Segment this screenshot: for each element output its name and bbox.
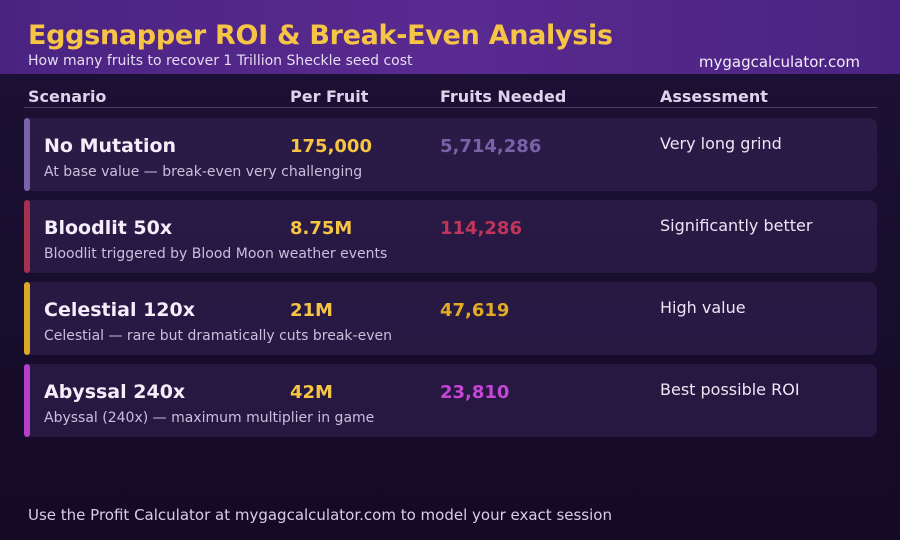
scenario-description: Abyssal (240x) — maximum multiplier in g… — [44, 410, 375, 426]
scenario-name: Bloodlit 50x — [44, 217, 173, 239]
per-fruit-value: 8.75M — [290, 218, 353, 239]
fruits-needed-value: 23,810 — [440, 382, 510, 403]
assessment-text: Significantly better — [660, 216, 813, 235]
assessment-text: Best possible ROI — [660, 380, 800, 399]
row-accent-bar — [24, 200, 30, 273]
scenario-name: Abyssal 240x — [44, 381, 186, 403]
footer-note: Use the Profit Calculator at mygagcalcul… — [28, 506, 612, 524]
row-accent-bar — [24, 364, 30, 437]
per-fruit-value: 21M — [290, 300, 333, 321]
scenario-name: Celestial 120x — [44, 299, 195, 321]
header-banner: Eggsnapper ROI & Break-Even Analysis How… — [0, 0, 900, 74]
assessment-text: Very long grind — [660, 134, 782, 153]
fruits-needed-value: 5,714,286 — [440, 136, 542, 157]
site-link[interactable]: mygagcalculator.com — [698, 53, 860, 71]
fruits-needed-value: 114,286 — [440, 218, 522, 239]
table-row: No Mutation At base value — break-even v… — [24, 118, 877, 191]
scenario-description: At base value — break-even very challeng… — [44, 164, 363, 180]
column-header-assessment: Assessment — [660, 87, 768, 106]
scenario-description: Bloodlit triggered by Blood Moon weather… — [44, 246, 388, 262]
column-header-fruits-needed: Fruits Needed — [440, 87, 567, 106]
table-row: Celestial 120x Celestial — rare but dram… — [24, 282, 877, 355]
per-fruit-value: 175,000 — [290, 136, 372, 157]
scenario-description: Celestial — rare but dramatically cuts b… — [44, 328, 392, 344]
assessment-text: High value — [660, 298, 746, 317]
per-fruit-value: 42M — [290, 382, 333, 403]
table-row: Bloodlit 50x Bloodlit triggered by Blood… — [24, 200, 877, 273]
fruits-needed-value: 47,619 — [440, 300, 510, 321]
page-title: Eggsnapper ROI & Break-Even Analysis — [28, 20, 613, 51]
scenario-name: No Mutation — [44, 135, 177, 157]
table-row: Abyssal 240x Abyssal (240x) — maximum mu… — [24, 364, 877, 437]
row-accent-bar — [24, 282, 30, 355]
page-subtitle: How many fruits to recover 1 Trillion Sh… — [28, 53, 413, 69]
column-header-per-fruit: Per Fruit — [290, 87, 369, 106]
header-divider — [24, 107, 877, 108]
row-accent-bar — [24, 118, 30, 191]
column-header-scenario: Scenario — [28, 87, 107, 106]
